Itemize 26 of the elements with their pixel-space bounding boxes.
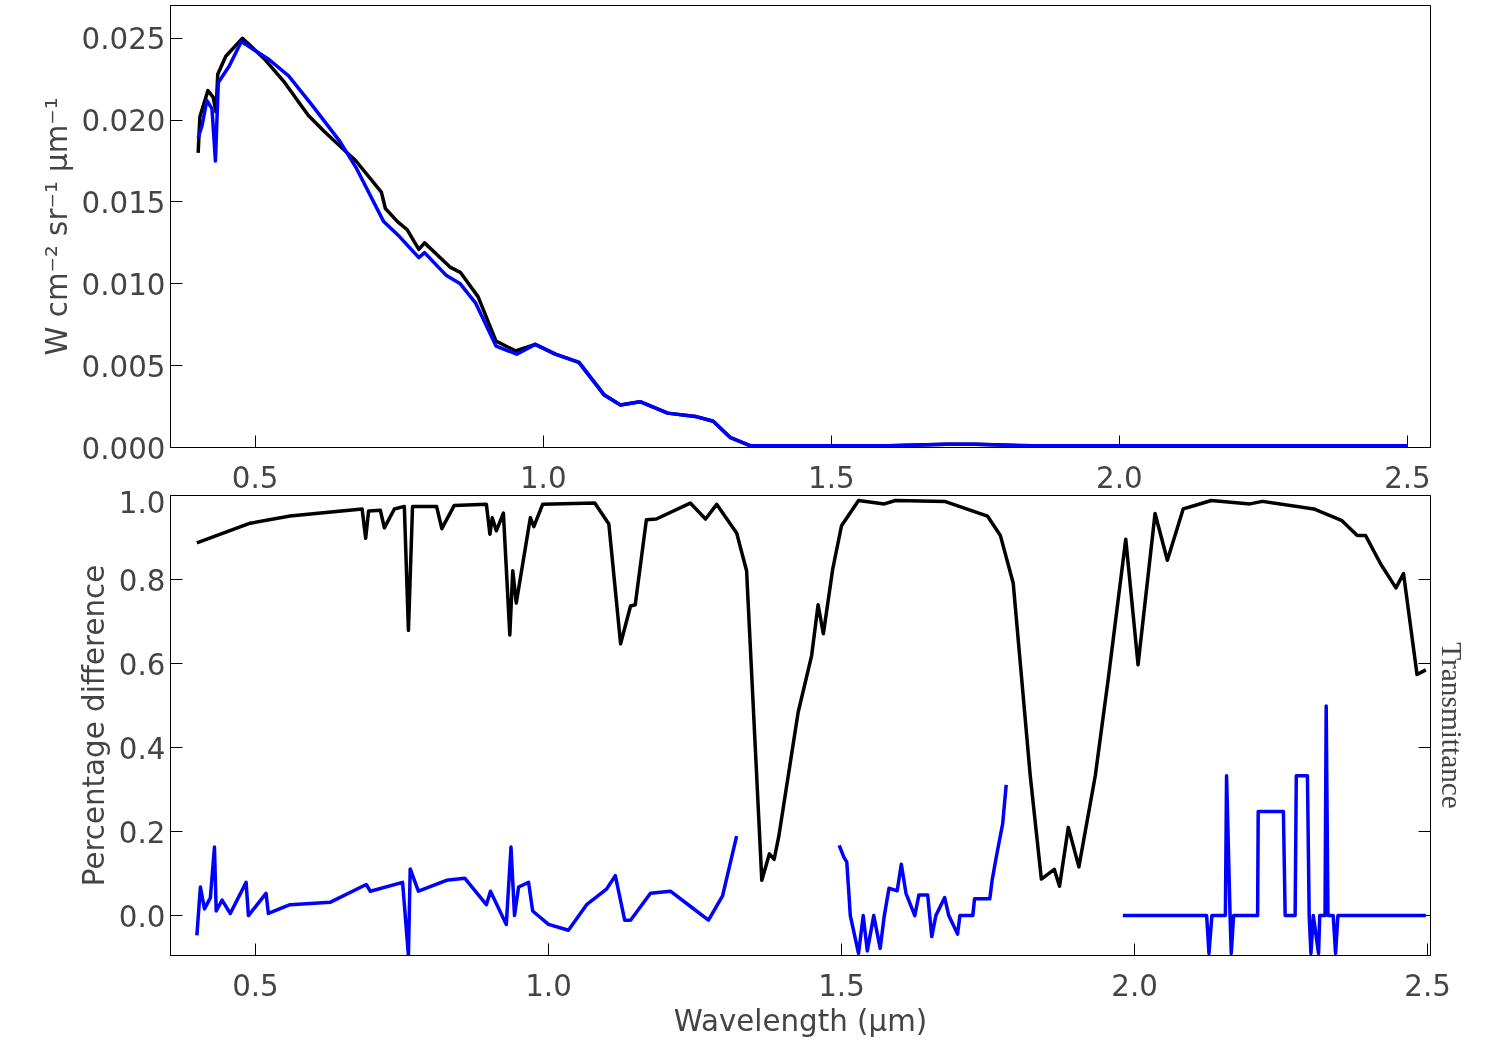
x-tick-label: 2.0 <box>1096 460 1143 495</box>
y-tick-label: 0.0 <box>118 899 166 934</box>
y2-axis-title: Transmittance <box>1435 642 1468 809</box>
y-axis-title: W cm⁻² sr⁻¹ µm⁻¹ <box>39 97 74 356</box>
x-tick-label: 2.5 <box>1404 968 1451 1003</box>
y-tick-label: 0.025 <box>81 22 166 57</box>
x-tick-label: 1.0 <box>519 460 567 495</box>
y-tick-label: 0.2 <box>118 815 166 850</box>
x-axis-title: Wavelength (µm) <box>673 1003 928 1038</box>
y-tick-label: 1.0 <box>118 485 166 520</box>
y-tick-label: 0.6 <box>118 647 166 682</box>
x-tick-label: 2.5 <box>1384 460 1431 495</box>
y-tick-label: 0.4 <box>118 731 166 766</box>
x-tick-label: 1.5 <box>818 968 865 1003</box>
x-tick-label: 0.5 <box>232 968 279 1003</box>
x-tick-label: 1.5 <box>808 460 855 495</box>
y-tick-label: 0.8 <box>118 563 166 598</box>
y-tick-label: 0.005 <box>81 349 166 384</box>
y-tick-label: 0.010 <box>81 267 166 302</box>
x-tick-label: 1.0 <box>525 968 572 1003</box>
y-tick-label: 0.020 <box>81 104 166 139</box>
y-tick-label: 0.015 <box>81 185 166 220</box>
y-axis-title: Percentage difference <box>76 564 111 887</box>
x-tick-label: 0.5 <box>231 460 279 495</box>
y-tick-label: 0.000 <box>81 431 166 466</box>
x-tick-label: 2.0 <box>1111 968 1158 1003</box>
